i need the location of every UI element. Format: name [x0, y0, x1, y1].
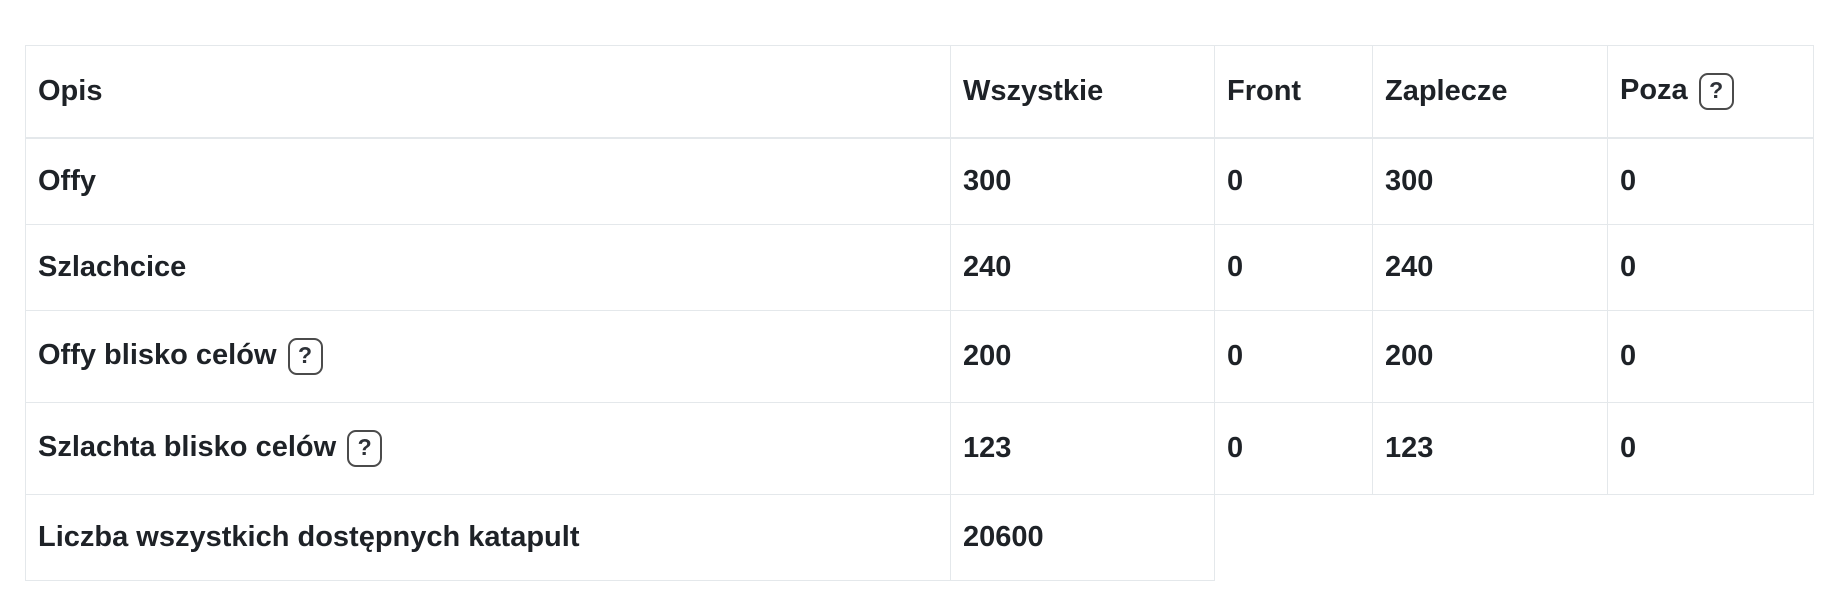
column-header-label: Wszystkie	[963, 75, 1104, 107]
cell-poza: 0	[1607, 402, 1814, 495]
catapult-stats-table: Opis Wszystkie Front Zaplecze Poza?	[25, 45, 1814, 581]
cell-poza: 0	[1607, 310, 1814, 403]
cell-front: 0	[1214, 402, 1373, 495]
help-icon[interactable]: ?	[287, 338, 323, 375]
cell-zaplecze: 240	[1372, 224, 1608, 311]
cell-empty	[1214, 494, 1373, 581]
cell-poza: 0	[1607, 224, 1814, 311]
column-header-label: Opis	[38, 75, 103, 107]
row-label: Szlachcice	[38, 251, 187, 283]
table-row: Offy 300 0 300 0	[25, 137, 1814, 225]
cell-wszystkie: 240	[950, 224, 1215, 311]
column-header-opis: Opis	[25, 45, 951, 139]
help-icon[interactable]: ?	[1698, 73, 1734, 110]
cell-front: 0	[1214, 137, 1373, 225]
page: Opis Wszystkie Front Zaplecze Poza?	[25, 45, 1814, 581]
table-row: Szlachcice 240 0 240 0	[25, 224, 1814, 311]
column-header-label: Front	[1227, 75, 1302, 107]
row-label-offy-blisko-celow: Offy blisko celów?	[25, 310, 951, 403]
cell-zaplecze: 300	[1372, 137, 1608, 225]
row-label: Offy blisko celów	[38, 339, 277, 372]
row-label: Liczba wszystkich dostępnych katapult	[38, 521, 580, 553]
cell-poza: 0	[1607, 137, 1814, 225]
column-header-wszystkie: Wszystkie	[950, 45, 1215, 139]
table-row: Szlachta blisko celów? 123 0 123 0	[25, 402, 1814, 495]
cell-front: 0	[1214, 224, 1373, 311]
row-label: Offy	[38, 165, 96, 197]
cell-wszystkie: 200	[950, 310, 1215, 403]
help-icon[interactable]: ?	[347, 430, 383, 467]
row-label-szlachcice: Szlachcice	[25, 224, 951, 311]
column-header-front: Front	[1214, 45, 1373, 139]
cell-wszystkie: 123	[950, 402, 1215, 495]
cell-zaplecze: 200	[1372, 310, 1608, 403]
row-label-szlachta-blisko-celow: Szlachta blisko celów?	[25, 402, 951, 495]
cell-empty	[1372, 494, 1608, 581]
column-header-label: Zaplecze	[1385, 75, 1508, 107]
column-header-zaplecze: Zaplecze	[1372, 45, 1608, 139]
column-header-poza: Poza?	[1607, 45, 1814, 139]
cell-zaplecze: 123	[1372, 402, 1608, 495]
header-row: Opis Wszystkie Front Zaplecze Poza?	[25, 45, 1814, 139]
column-header-label: Poza	[1620, 74, 1688, 107]
cell-front: 0	[1214, 310, 1373, 403]
cell-wszystkie: 300	[950, 137, 1215, 225]
table-row-total: Liczba wszystkich dostępnych katapult 20…	[25, 494, 1814, 581]
cell-wszystkie-total: 20600	[950, 494, 1215, 581]
row-label-offy: Offy	[25, 137, 951, 225]
row-label-liczba-katapult: Liczba wszystkich dostępnych katapult	[25, 494, 951, 581]
table-row: Offy blisko celów? 200 0 200 0	[25, 310, 1814, 403]
cell-empty	[1607, 494, 1814, 581]
row-label: Szlachta blisko celów	[38, 431, 337, 464]
